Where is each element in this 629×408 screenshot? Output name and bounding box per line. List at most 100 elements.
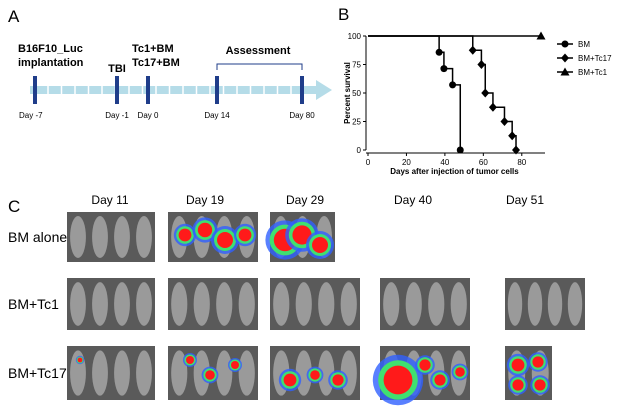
event-label: Tc17+BM (132, 57, 180, 69)
panel-label: A (8, 7, 20, 26)
signal-core (310, 370, 320, 380)
signal-core (455, 367, 465, 377)
marker (440, 65, 448, 73)
marker (561, 53, 569, 63)
event-marker (300, 76, 304, 104)
signal-core (217, 232, 233, 248)
marker (449, 81, 457, 89)
mouse (171, 282, 188, 326)
signal-core (205, 370, 215, 380)
signal-core (332, 374, 344, 386)
mouse (136, 350, 152, 396)
mouse (193, 350, 210, 396)
legend-label: BM (578, 40, 590, 49)
marker (456, 146, 464, 154)
mouse (216, 350, 233, 396)
mouse (114, 282, 130, 326)
y-tick-label: 75 (352, 61, 361, 70)
x-tick-label: 40 (440, 158, 449, 167)
mouse (295, 282, 312, 326)
mouse (318, 282, 335, 326)
timeline-arrow (316, 80, 332, 100)
mouse (340, 282, 357, 326)
panel-label: C (8, 197, 20, 216)
timeline: Day -7 B16F10_Luc implantation Day -1 TBI Day… (18, 43, 315, 120)
signal-core (77, 357, 83, 363)
day-label: Day 40 (394, 193, 432, 207)
signal-core (511, 358, 525, 372)
event-label: TBI (108, 63, 126, 75)
marker (481, 88, 490, 98)
event-day: Day -1 (105, 111, 129, 120)
event-day: Day 80 (289, 111, 315, 120)
mouse (92, 282, 108, 326)
mouse (136, 216, 152, 258)
marker (500, 117, 509, 126)
x-tick-label: 60 (479, 158, 488, 167)
y-tick-label: 50 (352, 89, 361, 98)
event-label: implantation (18, 57, 84, 69)
marker (561, 40, 569, 48)
y-axis-label: Percent survival (343, 62, 352, 124)
x-tick-label: 0 (366, 158, 371, 167)
y-tick-label: 100 (348, 32, 362, 41)
event-label: B16F10_Luc (18, 43, 83, 55)
signal-core (231, 361, 239, 369)
mouse (238, 282, 255, 326)
signal-core (532, 356, 544, 368)
marker (488, 102, 497, 112)
day-label: Day 51 (506, 193, 544, 207)
y-tick-label: 25 (352, 118, 361, 127)
signal-core (197, 222, 213, 238)
mouse (216, 282, 233, 326)
day-label: Day 11 (91, 193, 128, 207)
assessment-label: Assessment (226, 45, 291, 57)
mouse (527, 282, 543, 326)
panel-label: B (338, 5, 349, 24)
mouse (114, 350, 130, 396)
signal-core (434, 374, 446, 386)
mouse (507, 282, 523, 326)
signal-core (312, 237, 328, 253)
day-label: Day 29 (286, 193, 324, 207)
signal-core (419, 359, 431, 371)
day-label: Day 19 (186, 193, 224, 207)
signal-core (186, 356, 194, 364)
marker (435, 48, 443, 56)
legend-label: BM+Tc1 (578, 68, 608, 77)
marker (468, 45, 477, 55)
mouse (405, 282, 422, 326)
event-day: Day 14 (204, 111, 230, 120)
mouse (70, 282, 86, 326)
signal-core (383, 365, 413, 395)
mouse (450, 282, 467, 326)
mouse (114, 216, 130, 258)
mouse (238, 350, 255, 396)
signal-core (292, 225, 312, 245)
x-axis-label: Days after injection of tumor cells (390, 167, 519, 176)
assessment-bracket (216, 63, 303, 70)
mouse (273, 282, 290, 326)
y-tick-label: 0 (357, 146, 362, 155)
mouse (193, 282, 210, 326)
marker (477, 60, 486, 69)
mouse (567, 282, 583, 326)
event-marker (115, 76, 119, 104)
marker (512, 145, 521, 155)
mouse (428, 282, 445, 326)
signal-core (178, 228, 192, 242)
mouse (136, 282, 152, 326)
row-label: BM+Tc1 (8, 296, 59, 312)
event-marker (215, 76, 219, 104)
mouse (92, 216, 108, 258)
event-day: Day 0 (138, 111, 159, 120)
marker (536, 31, 546, 40)
x-tick-label: 80 (517, 158, 526, 167)
event-day: Day -7 (19, 111, 43, 120)
imaging-panel: Day 11 Day 19 Day 29 Day 40 Day 51 BM alone BM… (8, 193, 585, 406)
row-label: BM+Tc17 (8, 365, 67, 381)
legend-label: BM+Tc17 (578, 54, 612, 63)
event-marker (33, 76, 37, 104)
